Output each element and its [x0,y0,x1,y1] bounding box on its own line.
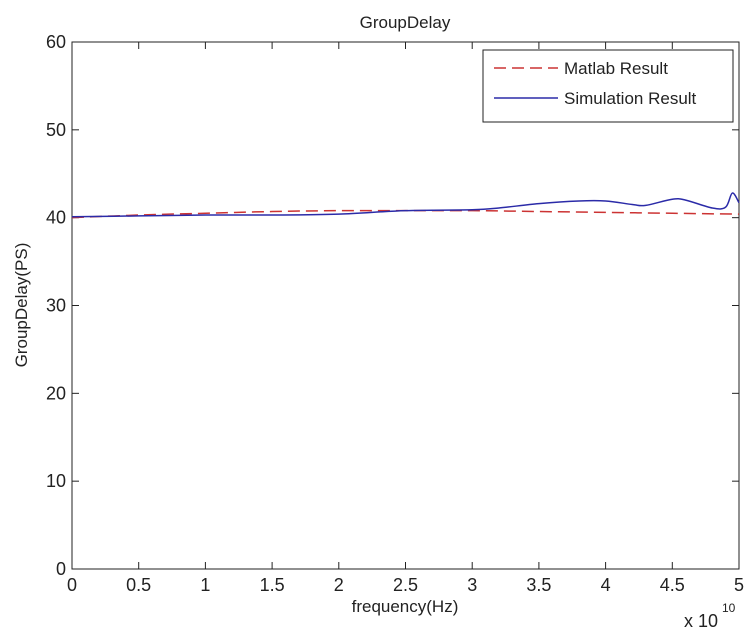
x-tick-label: 1 [200,575,210,595]
x-axis: 0 0.5 1 1.5 2 2.5 3 3.5 4 4.5 5 [67,42,744,595]
x-tick-label: 4 [601,575,611,595]
y-tick-label: 60 [46,32,66,52]
legend: Matlab Result Simulation Result [482,49,734,123]
x-tick-label: 4.5 [660,575,685,595]
x-tick-label: 3.5 [526,575,551,595]
series-layer [71,192,740,219]
x-tick-label: 2.5 [393,575,418,595]
x-tick-label: 3 [467,575,477,595]
chart-title: GroupDelay [360,13,451,32]
x-tick-label: 5 [734,575,744,595]
y-axis: 0 10 20 30 40 50 60 [46,32,739,579]
x-exponent-label: x 10 [684,611,718,631]
legend-label: Simulation Result [564,89,697,108]
y-tick-label: 40 [46,208,66,228]
x-tick-label: 2 [334,575,344,595]
x-axis-title: frequency(Hz) [352,597,459,616]
y-tick-label: 10 [46,471,66,491]
plot-area [71,41,740,570]
y-tick-label: 20 [46,383,66,403]
x-tick-label: 1.5 [260,575,285,595]
y-axis-title: GroupDelay(PS) [12,243,31,368]
legend-box [482,49,734,123]
y-tick-label: 30 [46,296,66,316]
x-tick-label: 0.5 [126,575,151,595]
x-tick-label: 0 [67,575,77,595]
y-tick-label: 50 [46,120,66,140]
series-line-simulation-result [71,192,740,218]
legend-label: Matlab Result [564,59,668,78]
x-exponent-power: 10 [722,601,736,615]
y-tick-label: 0 [56,559,66,579]
